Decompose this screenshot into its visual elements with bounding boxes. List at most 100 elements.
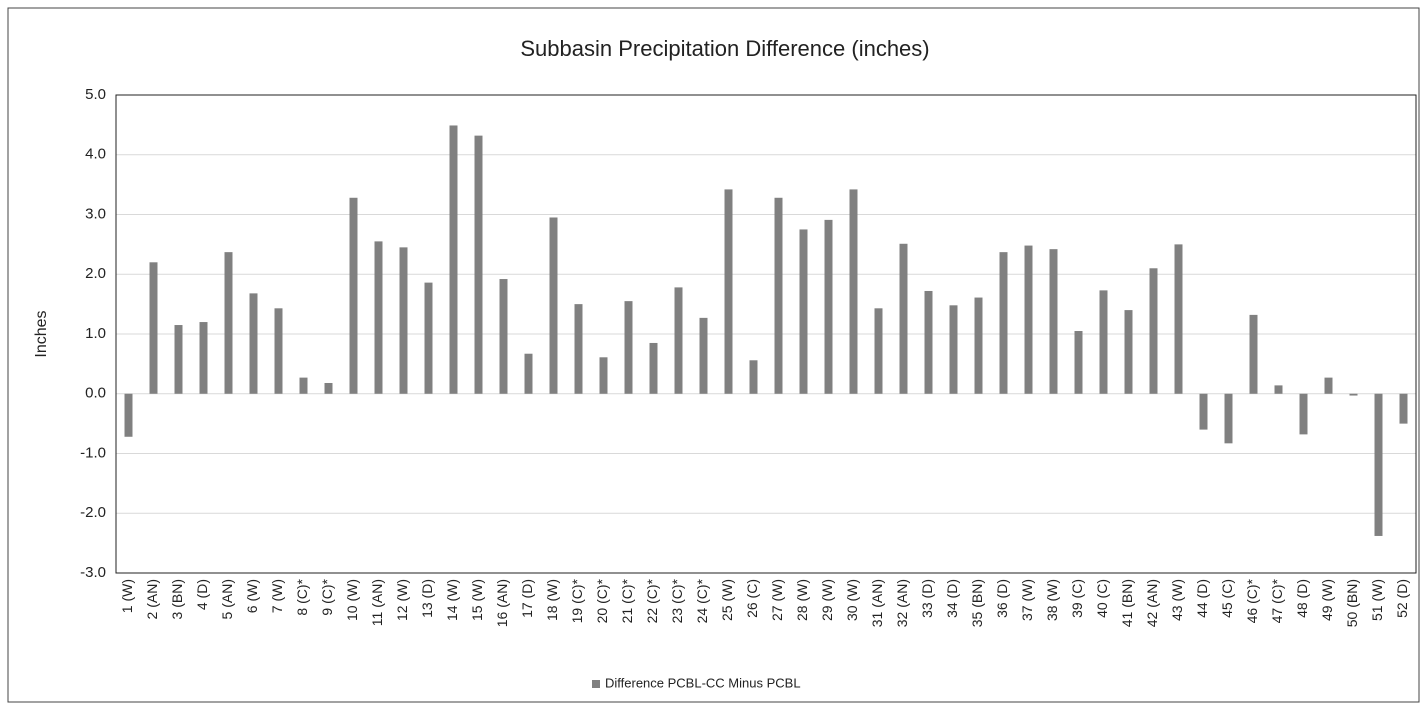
- y-axis-label: Inches: [33, 310, 50, 357]
- chart-title: Subbasin Precipitation Difference (inche…: [520, 36, 929, 61]
- x-tick-label: 14 (W): [444, 579, 460, 621]
- x-tick-label: 20 (C)*: [594, 578, 610, 623]
- bar: [999, 252, 1008, 394]
- bar: [424, 282, 433, 394]
- bar: [549, 217, 558, 394]
- x-tick-label: 32 (AN): [894, 579, 910, 627]
- y-tick-label: 3.0: [85, 205, 106, 222]
- x-tick-label: 23 (C)*: [669, 578, 685, 623]
- plot-frame: [115, 94, 1417, 574]
- bar: [624, 301, 633, 394]
- bar: [324, 382, 333, 394]
- bar: [924, 290, 933, 394]
- bar: [1249, 314, 1258, 394]
- x-tick-label: 31 (AN): [869, 579, 885, 627]
- x-tick-label: 7 (W): [269, 579, 285, 613]
- bar: [1074, 331, 1083, 394]
- legend-label: Difference PCBL-CC Minus PCBL: [605, 675, 801, 690]
- bar: [249, 293, 258, 394]
- bar: [1399, 393, 1408, 424]
- bar: [174, 325, 183, 394]
- bar: [724, 189, 733, 394]
- y-tick-label: 1.0: [85, 325, 106, 342]
- bar: [874, 308, 883, 394]
- bar: [1024, 245, 1033, 394]
- bar: [574, 304, 583, 394]
- y-tick-label: -3.0: [80, 564, 106, 581]
- x-tick-label: 44 (D): [1194, 579, 1210, 618]
- bar: [1174, 244, 1183, 394]
- x-tick-label: 13 (D): [419, 579, 435, 618]
- bar: [1324, 377, 1333, 394]
- x-tick-label: 12 (W): [394, 579, 410, 621]
- y-tick-label: 0.0: [85, 385, 106, 402]
- y-tick-label: -2.0: [80, 504, 106, 521]
- x-tick-label: 47 (C)*: [1269, 578, 1285, 623]
- bar: [1224, 393, 1233, 444]
- bar: [374, 241, 383, 394]
- bar: [1199, 393, 1208, 430]
- x-tick-label: 10 (W): [344, 579, 360, 621]
- bar: [799, 229, 808, 394]
- bar: [774, 197, 783, 394]
- bar: [124, 393, 133, 437]
- x-tick-label: 46 (C)*: [1244, 578, 1260, 623]
- bar: [399, 247, 408, 394]
- x-tick-label: 43 (W): [1169, 579, 1185, 621]
- bar: [349, 197, 358, 394]
- x-tick-label: 39 (C): [1069, 579, 1085, 618]
- bar: [524, 353, 533, 394]
- bar: [1149, 268, 1158, 394]
- x-tick-label: 29 (W): [819, 579, 835, 621]
- bar: [1099, 290, 1108, 394]
- bar: [1374, 393, 1383, 536]
- bar: [899, 243, 908, 394]
- bar: [449, 125, 458, 394]
- x-tick-label: 34 (D): [944, 579, 960, 618]
- x-tick-label: 6 (W): [244, 579, 260, 613]
- x-tick-label: 1 (W): [119, 579, 135, 613]
- x-tick-label: 26 (C): [744, 579, 760, 618]
- bar: [974, 297, 983, 394]
- bar: [1274, 385, 1283, 394]
- bar: [199, 322, 208, 394]
- x-tick-label: 36 (D): [994, 579, 1010, 618]
- bar: [649, 342, 658, 394]
- x-tick-label: 42 (AN): [1144, 579, 1160, 627]
- x-tick-label: 8 (C)*: [294, 578, 310, 615]
- x-tick-label: 19 (C)*: [569, 578, 585, 623]
- bar: [749, 360, 758, 394]
- bar: [824, 219, 833, 394]
- y-tick-label: 2.0: [85, 265, 106, 282]
- chart-frame: [7, 7, 1420, 703]
- x-tick-label: 4 (D): [194, 579, 210, 610]
- x-tick-label: 5 (AN): [219, 579, 235, 619]
- bar: [224, 252, 233, 394]
- bar: [674, 287, 683, 394]
- bar: [1299, 393, 1308, 435]
- bar: [699, 317, 708, 394]
- x-tick-label: 50 (BN): [1344, 579, 1360, 627]
- x-tick-label: 35 (BN): [969, 579, 985, 627]
- x-tick-label: 48 (D): [1294, 579, 1310, 618]
- y-tick-label: -1.0: [80, 444, 106, 461]
- x-tick-label: 16 (AN): [494, 579, 510, 627]
- legend-swatch: [592, 680, 600, 688]
- x-tick-label: 9 (C)*: [319, 578, 335, 615]
- x-tick-label: 17 (D): [519, 579, 535, 618]
- bar: [274, 308, 283, 394]
- bar: [499, 279, 508, 394]
- bar: [1349, 393, 1358, 396]
- x-tick-label: 18 (W): [544, 579, 560, 621]
- x-tick-label: 2 (AN): [144, 579, 160, 619]
- x-tick-label: 27 (W): [769, 579, 785, 621]
- x-tick-label: 21 (C)*: [619, 578, 635, 623]
- bar: [599, 357, 608, 394]
- x-tick-label: 30 (W): [844, 579, 860, 621]
- x-tick-label: 28 (W): [794, 579, 810, 621]
- x-tick-label: 41 (BN): [1119, 579, 1135, 627]
- bar: [1124, 310, 1133, 394]
- bar: [849, 189, 858, 394]
- x-tick-label: 33 (D): [919, 579, 935, 618]
